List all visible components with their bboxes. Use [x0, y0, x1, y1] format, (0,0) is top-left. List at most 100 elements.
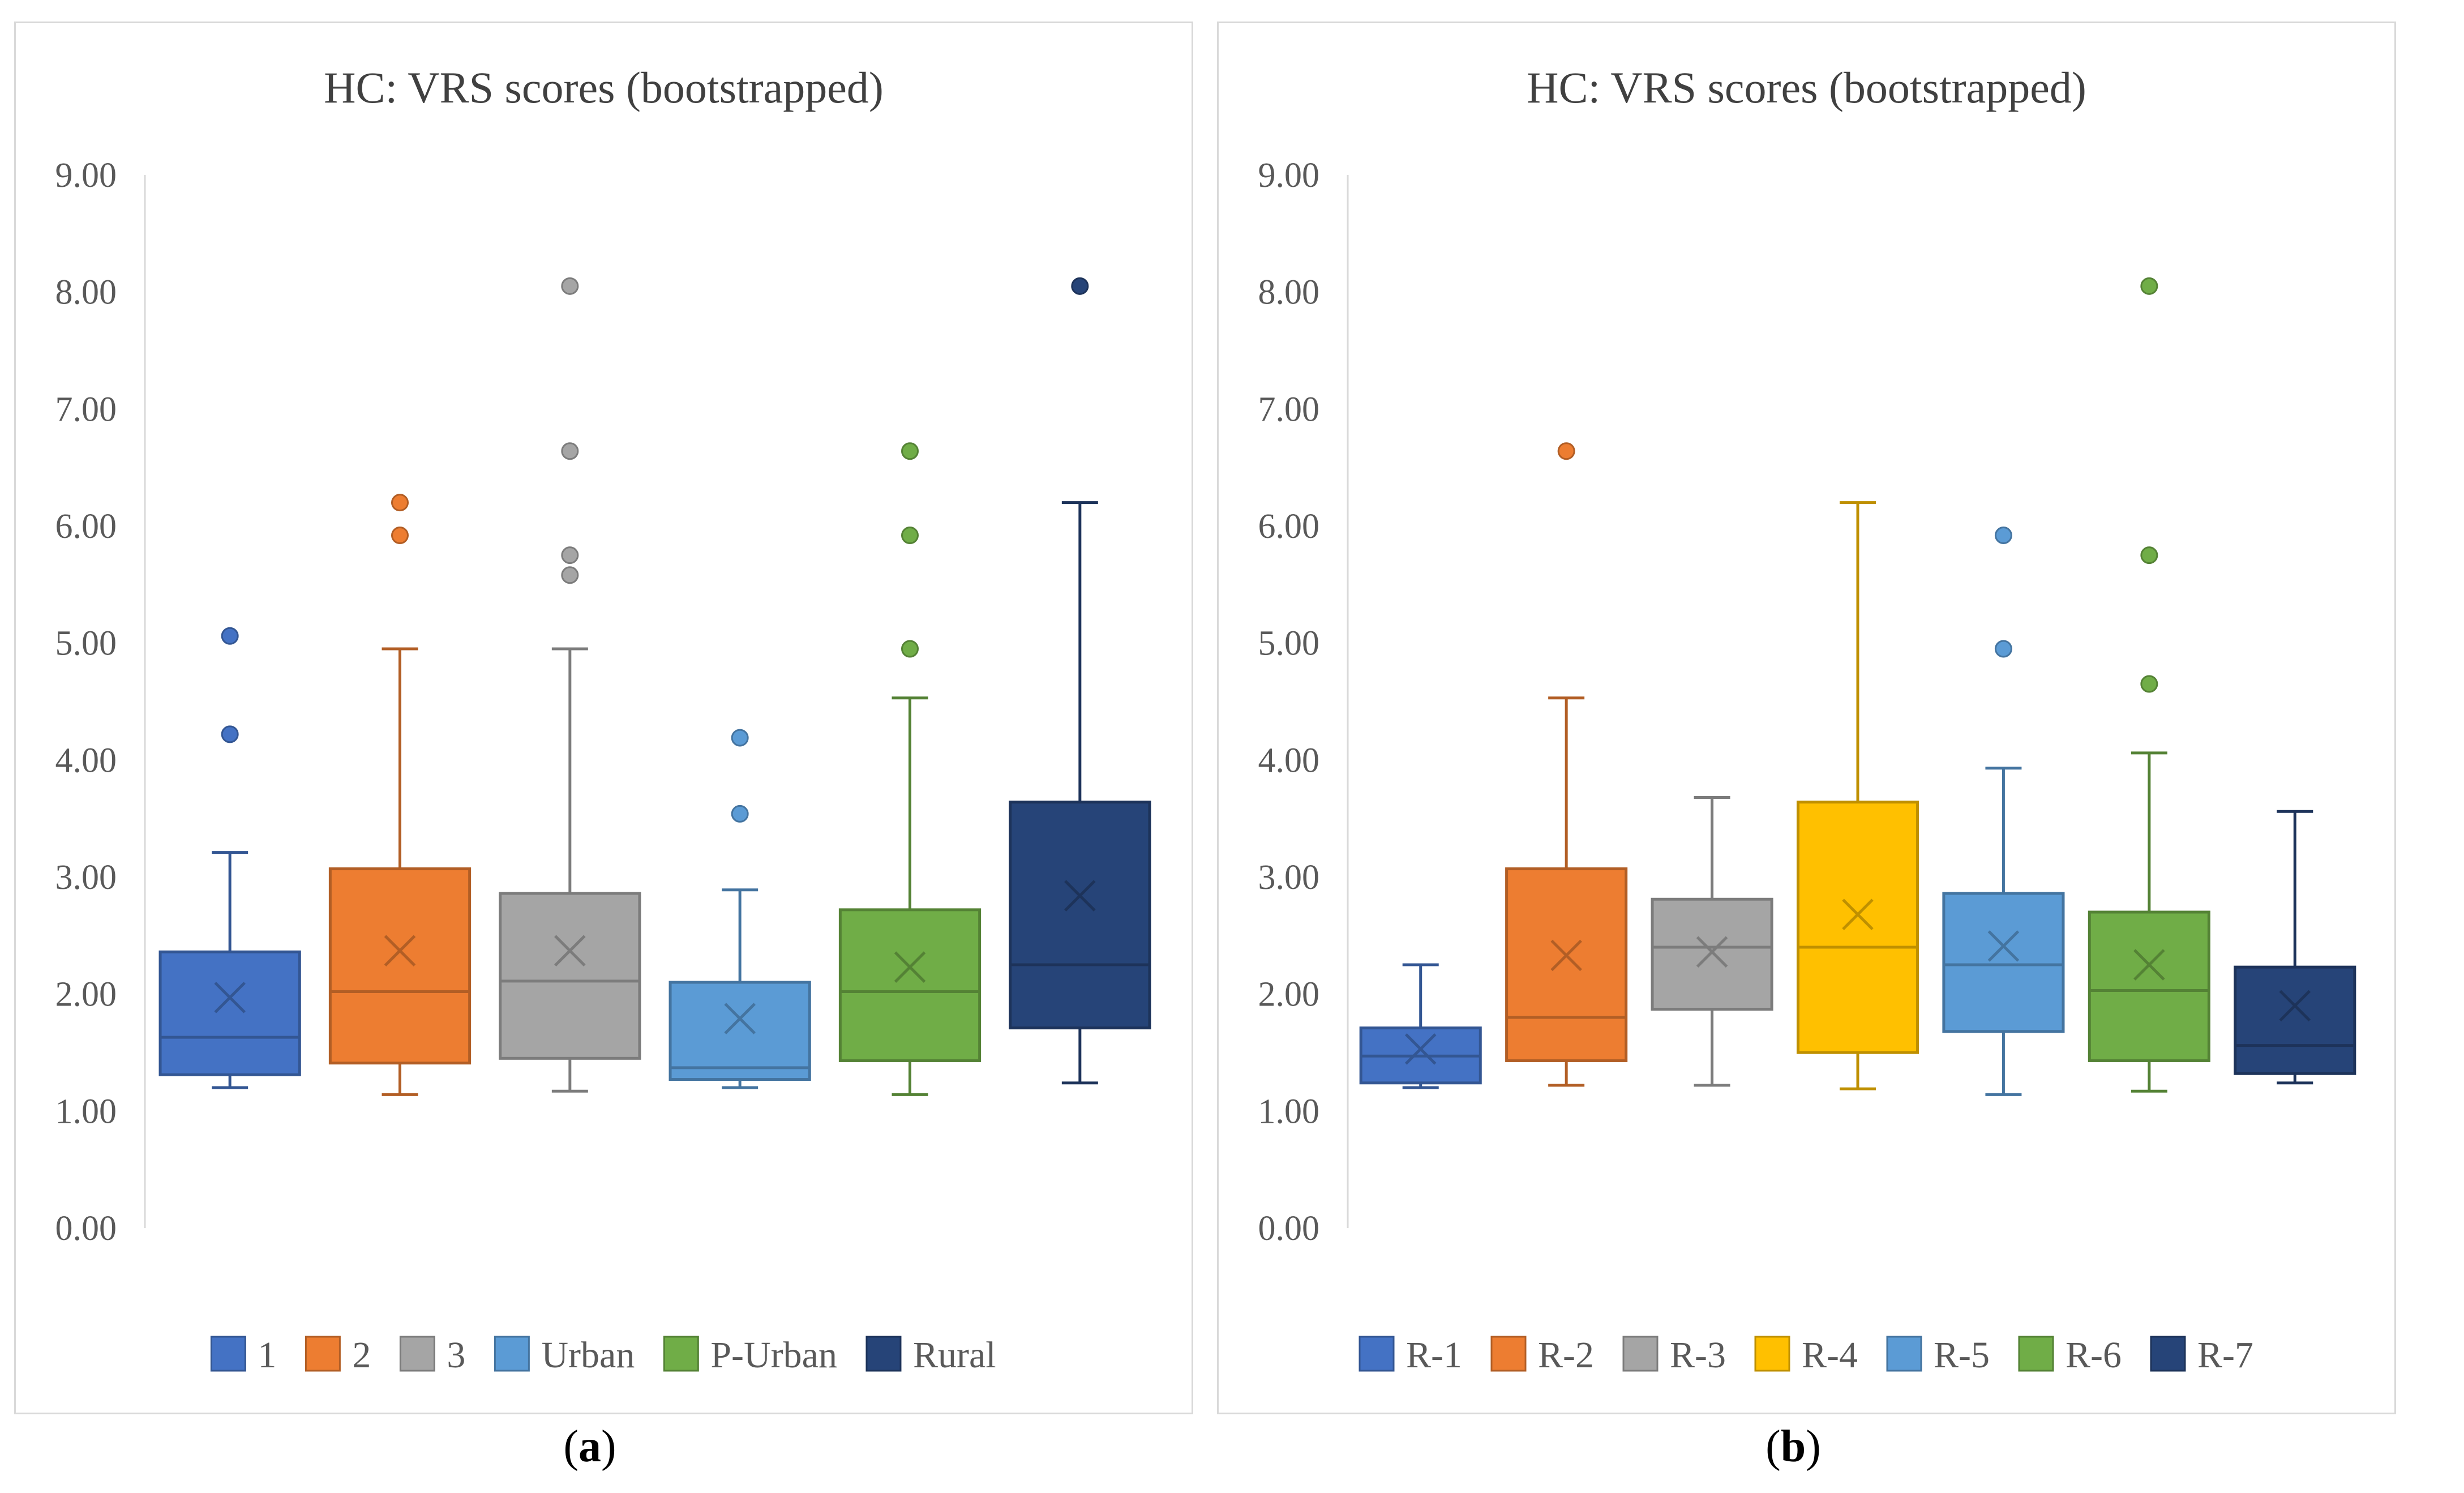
- y-tick-label: 7.00: [1258, 390, 1320, 429]
- box-group: [1942, 527, 2065, 1096]
- box-iqr: [1651, 897, 1773, 1011]
- box-iqr: [328, 867, 472, 1065]
- legend-swatch: [305, 1336, 341, 1372]
- mean-marker: [1404, 1033, 1437, 1065]
- mean-marker: [384, 935, 416, 966]
- box-group: [1505, 442, 1628, 1087]
- legend-swatch: [1490, 1336, 1527, 1372]
- box-iqr: [1942, 892, 2065, 1033]
- legend-label: R-7: [2197, 1334, 2253, 1376]
- outlier-point: [2140, 277, 2158, 295]
- legend-label: Rural: [913, 1334, 996, 1376]
- chart-b-svg: HC: VRS scores (bootstrapped) 0.00 1.00 2.0…: [1258, 63, 2356, 1376]
- legend-label: P-Urban: [710, 1334, 837, 1376]
- y-tick-label: 4.00: [1258, 741, 1320, 780]
- y-tick-label: 3.00: [55, 858, 117, 897]
- outlier-point: [901, 640, 919, 658]
- outlier-point: [1994, 640, 2012, 658]
- outlier-point: [391, 527, 409, 545]
- y-tick-label: 3.00: [1258, 858, 1320, 897]
- outlier-point: [391, 494, 409, 512]
- box-group: [2234, 810, 2356, 1085]
- mean-marker: [1696, 936, 1728, 968]
- outlier-point: [2140, 546, 2158, 564]
- y-tick-label: 1.00: [1258, 1092, 1320, 1131]
- legend-label: R-5: [1934, 1334, 1990, 1376]
- box-group: [1651, 795, 1773, 1087]
- y-tick-label: 0.00: [55, 1209, 117, 1248]
- mean-marker: [214, 982, 246, 1013]
- y-tick-label: 8.00: [55, 273, 117, 312]
- box-group: [669, 729, 811, 1089]
- outlier-point: [561, 546, 579, 564]
- box-group: [1009, 277, 1151, 1085]
- caption-b-letter: b: [1780, 1422, 1806, 1471]
- mean-marker: [724, 1003, 756, 1034]
- legend-swatch: [865, 1336, 902, 1372]
- y-tick-label: 5.00: [55, 624, 117, 663]
- y-tick-label: 9.00: [1258, 156, 1320, 195]
- legend-swatch: [663, 1336, 699, 1372]
- legend-swatch: [399, 1336, 435, 1372]
- box-group: [158, 627, 301, 1089]
- legend-label: 3: [447, 1334, 465, 1376]
- mean-marker: [554, 935, 586, 966]
- outlier-point: [2140, 675, 2158, 693]
- legend-label: R-2: [1538, 1334, 1594, 1376]
- legend-swatch: [2018, 1336, 2054, 1372]
- box-iqr: [669, 981, 811, 1081]
- mean-marker: [1842, 899, 1874, 930]
- legend: 1 2 3 Urban P-Urban Rural: [210, 1334, 996, 1376]
- box-group: [838, 442, 982, 1096]
- outlier-point: [1994, 527, 2012, 545]
- y-tick-label: 2.00: [55, 976, 117, 1014]
- box-iqr: [1505, 867, 1628, 1062]
- mean-marker: [1987, 930, 2020, 962]
- outlier-point: [901, 442, 919, 460]
- y-tick-label: 6.00: [1258, 507, 1320, 546]
- chart-panel-b: HC: VRS scores (bootstrapped) 0.00 1.00 2.0…: [1217, 22, 2396, 1414]
- legend-label: R-1: [1406, 1334, 1462, 1376]
- y-tick-label: 2.00: [1258, 976, 1320, 1014]
- box-iqr: [158, 950, 301, 1076]
- outlier-point: [221, 725, 239, 743]
- box-iqr: [2234, 965, 2356, 1075]
- mean-marker: [894, 951, 926, 983]
- legend-swatch: [494, 1336, 530, 1372]
- outlier-point: [561, 442, 579, 460]
- box-group: [1796, 501, 1919, 1090]
- y-tick-label: 6.00: [55, 507, 117, 546]
- y-tick-label: 8.00: [1258, 273, 1320, 312]
- outlier-point: [1557, 442, 1575, 460]
- box-iqr: [838, 908, 982, 1062]
- legend-label: 1: [258, 1334, 276, 1376]
- box-iqr: [2088, 910, 2210, 1062]
- mean-marker: [2133, 949, 2165, 981]
- outlier-point: [561, 277, 579, 295]
- mean-marker: [1550, 939, 1582, 972]
- y-tick-label: 9.00: [55, 156, 117, 195]
- legend-swatch: [1359, 1336, 1395, 1372]
- chart-panel-a: HC: VRS scores (bootstrapped) 0.00 1.00 2.0…: [14, 22, 1193, 1414]
- chart-title: HC: VRS scores (bootstrapped): [1527, 63, 2086, 112]
- legend-label: Urban: [541, 1334, 635, 1376]
- legend-label: R-4: [1802, 1334, 1858, 1376]
- y-tick-label: 4.00: [55, 741, 117, 780]
- box-group: [1359, 963, 1482, 1089]
- box-group: [2088, 277, 2210, 1093]
- outlier-point: [221, 627, 239, 645]
- box-iqr: [499, 892, 641, 1060]
- legend-label: R-3: [1670, 1334, 1726, 1376]
- outlier-point: [731, 729, 749, 747]
- legend: R-1 R-2 R-3 R-4 R-5 R-6 R-7: [1359, 1334, 2253, 1376]
- box-iqr: [1009, 801, 1151, 1030]
- chart-a-svg: HC: VRS scores (bootstrapped) 0.00 1.00 2.0…: [55, 63, 1151, 1376]
- y-tick-label: 5.00: [1258, 624, 1320, 663]
- caption-b: (b): [1765, 1422, 1821, 1471]
- outlier-point: [731, 805, 749, 823]
- box-group: [499, 277, 641, 1093]
- outlier-point: [901, 527, 919, 545]
- legend-label: 2: [352, 1334, 371, 1376]
- y-tick-label: 1.00: [55, 1092, 117, 1131]
- box-iqr: [1796, 801, 1919, 1054]
